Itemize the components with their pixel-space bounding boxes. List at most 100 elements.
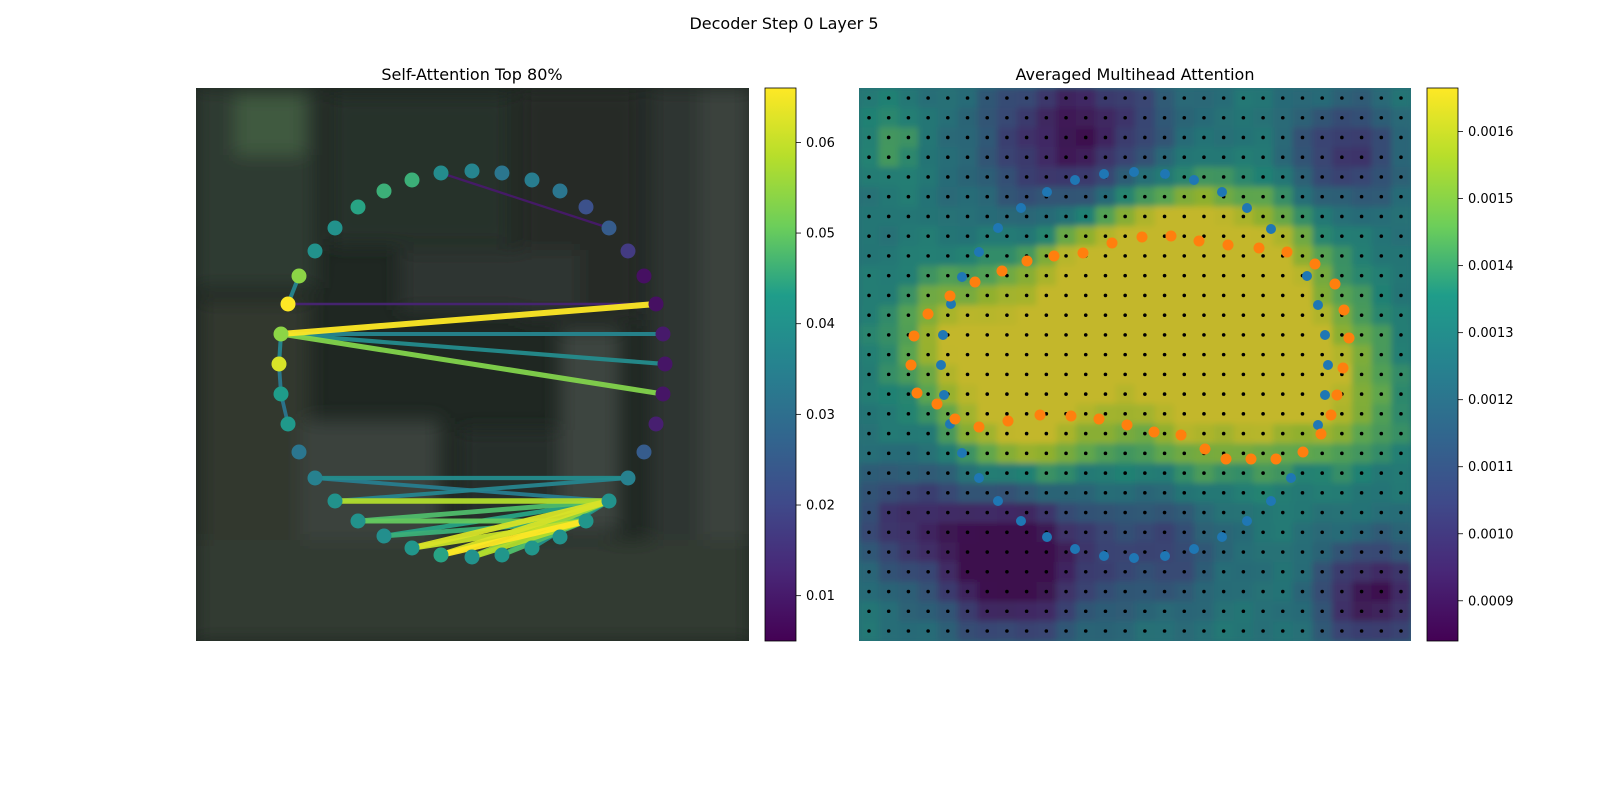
key-point (1320, 390, 1330, 400)
grid-dot (1024, 569, 1029, 574)
grid-dot (1379, 313, 1384, 317)
grid-dot (1320, 510, 1324, 515)
query-point (1222, 239, 1234, 251)
grid-dot (1359, 609, 1364, 614)
grid-dot (926, 175, 930, 179)
grid-dot (906, 194, 911, 199)
heatmap-dim-overlay (859, 88, 1411, 641)
grid-dot (1379, 214, 1384, 219)
grid-dot (1379, 412, 1384, 416)
grid-dot (1024, 333, 1029, 337)
grid-dot (1143, 115, 1147, 120)
grid-dot (965, 254, 970, 258)
grid-dot (1103, 530, 1108, 535)
grid-dot (867, 352, 871, 357)
query-points (905, 230, 1355, 465)
grid-dot (1300, 234, 1305, 238)
grid-dot (1300, 333, 1305, 337)
grid-dot (985, 175, 990, 179)
grid-dot (1241, 589, 1246, 594)
grid-dot (1024, 510, 1029, 515)
grid-dot (867, 431, 871, 436)
attention-node (433, 547, 449, 563)
grid-dot (906, 530, 911, 535)
grid-dot (985, 115, 990, 120)
grid-dot (867, 194, 871, 199)
attention-node (280, 416, 296, 432)
grid-dot (1123, 629, 1127, 633)
grid-dot (1261, 254, 1265, 258)
key-point (1323, 360, 1333, 370)
grid-dot (1359, 412, 1364, 416)
grid-dot (1005, 491, 1009, 495)
grid-dot (1280, 392, 1285, 396)
grid-dot (906, 234, 911, 238)
grid-dot (1162, 155, 1167, 160)
grid-dot (1359, 569, 1364, 574)
grid-dot (1143, 313, 1147, 317)
attention-node (376, 183, 392, 199)
attention-edge (440, 518, 587, 558)
grid-dot (1379, 589, 1384, 594)
grid-dot (946, 214, 950, 219)
colorbar-tick-label: 0.04 (806, 317, 835, 332)
grid-dot (1083, 115, 1088, 120)
grid-dot (1083, 333, 1088, 337)
grid-dot (1221, 629, 1226, 633)
grid-dot (1024, 96, 1029, 100)
grid-dot (906, 273, 911, 278)
grid-dot (1162, 372, 1167, 377)
grid-dot (1005, 194, 1009, 199)
grid-dot (1399, 530, 1403, 535)
grid-dot (965, 431, 970, 436)
grid-dot (867, 392, 871, 396)
grid-dot (965, 155, 970, 160)
query-point (1245, 453, 1257, 465)
grid-dot (926, 214, 930, 219)
grid-dot (1162, 135, 1167, 140)
colorbar-tick-label: 0.0012 (1468, 393, 1514, 408)
grid-dot (1399, 569, 1403, 574)
query-point (1325, 409, 1337, 421)
grid-dot (1280, 352, 1285, 357)
grid-dot (1143, 471, 1147, 475)
grid-dot (1379, 333, 1384, 337)
key-point (1266, 496, 1276, 506)
grid-dot (1280, 412, 1285, 416)
grid-dot (1162, 333, 1167, 337)
grid-dot (1399, 589, 1403, 594)
attention-node (620, 470, 636, 486)
grid-dot (1399, 451, 1403, 456)
grid-dot (1162, 194, 1167, 199)
grid-dot (985, 431, 990, 436)
grid-dot (1162, 96, 1167, 100)
grid-dot (1123, 412, 1127, 416)
grid-dot (1123, 530, 1127, 535)
attention-edge (280, 331, 666, 367)
grid-dot (1399, 392, 1403, 396)
grid-dot (985, 135, 990, 140)
grid-dot (1182, 96, 1187, 100)
grid-dot (1103, 589, 1108, 594)
grid-dot (867, 313, 871, 317)
grid-dot (1379, 372, 1384, 377)
grid-dot (1024, 372, 1029, 377)
grid-dot (1044, 569, 1049, 574)
grid-dot (985, 293, 990, 298)
grid-dot (1083, 412, 1088, 416)
grid-dot (1399, 214, 1403, 219)
grid-dot (1202, 372, 1206, 377)
grid-dot (1379, 96, 1384, 100)
grid-dot (906, 471, 911, 475)
grid-dot (965, 293, 970, 298)
grid-dot (1024, 313, 1029, 317)
grid-dot (1359, 194, 1364, 199)
grid-dot (1182, 313, 1187, 317)
grid-dot (1379, 234, 1384, 238)
grid-dot (906, 510, 911, 515)
grid-dot (1024, 175, 1029, 179)
grid-dot (1182, 491, 1187, 495)
grid-dot (1182, 254, 1187, 258)
grid-dot (985, 333, 990, 337)
query-point (1309, 258, 1321, 270)
